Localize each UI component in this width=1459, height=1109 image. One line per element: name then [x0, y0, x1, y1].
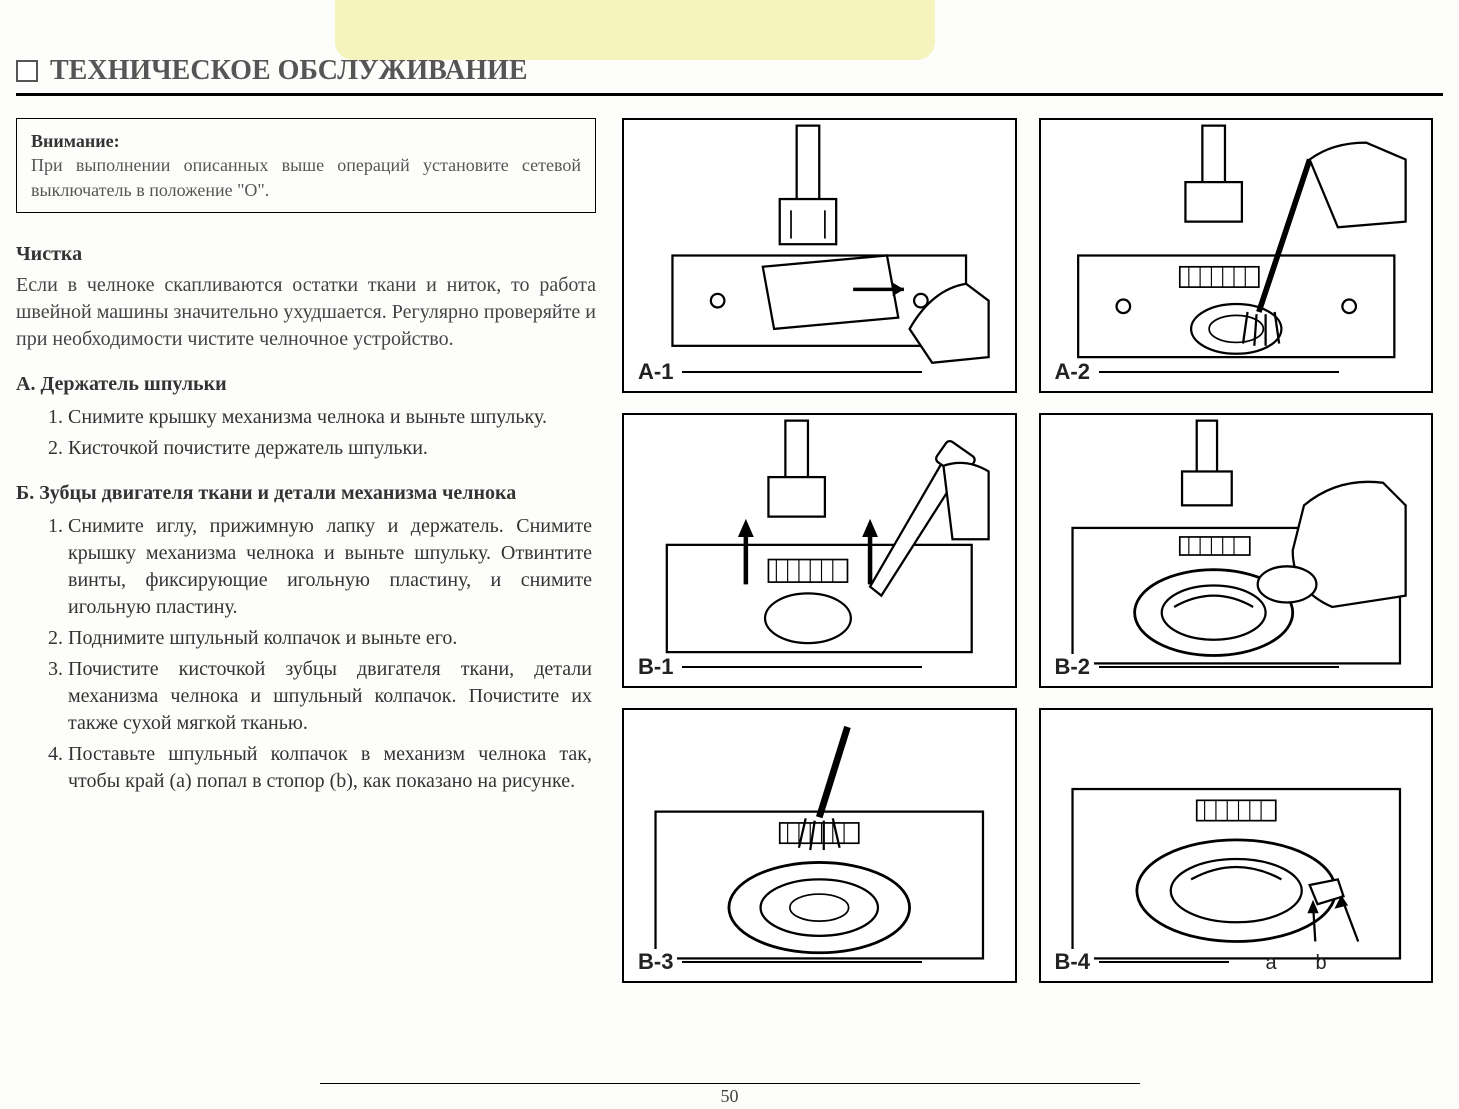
title-row: ТЕХНИЧЕСКОЕ ОБСЛУЖИВАНИЕ: [16, 55, 1443, 96]
section-a-steps: Снимите крышку механизма челнока и выньт…: [16, 404, 596, 462]
figure-label: A-1: [634, 359, 677, 385]
callout-a: a: [1266, 952, 1277, 975]
list-item: Снимите крышку механизма челнока и выньт…: [68, 404, 596, 431]
top-highlight-bar: [335, 0, 935, 60]
content-columns: Внимание: При выполнении описанных выше …: [16, 118, 1443, 983]
list-item: Кисточкой почистите держатель шпульки.: [68, 435, 596, 462]
list-item: Снимите иглу, прижимную лапку и держател…: [68, 513, 596, 621]
list-item: Поставьте шпульный колпачок в механизм ч…: [68, 741, 596, 795]
figure-label: B-3: [634, 949, 677, 975]
section-b-heading: Б. Зубцы двигателя ткани и детали механи…: [16, 480, 596, 507]
figure-b1: B-1: [622, 413, 1017, 688]
page-number: 50: [320, 1083, 1140, 1107]
figure-a1: A-1: [622, 118, 1017, 393]
section-a-heading: А. Держатель шпульки: [16, 371, 596, 398]
notice-heading: Внимание:: [31, 129, 581, 153]
figure-label: A-2: [1051, 359, 1094, 385]
cleaning-body: Если в челноке скапливаются остатки ткан…: [16, 272, 596, 353]
notice-box: Внимание: При выполнении описанных выше …: [16, 118, 596, 213]
list-item: Почистите кисточкой зубцы двигателя ткан…: [68, 656, 596, 737]
figure-a2: A-2: [1039, 118, 1434, 393]
list-item: Поднимите шпульный колпачок и выньте его…: [68, 625, 596, 652]
figure-b2: B-2: [1039, 413, 1434, 688]
figures-grid: A-1: [622, 118, 1443, 983]
figure-label: B-1: [634, 654, 677, 680]
cleaning-heading: Чистка: [16, 241, 596, 268]
notice-body: При выполнении описанных выше операций у…: [31, 153, 581, 202]
figure-b4: B-4 a b: [1039, 708, 1434, 983]
section-b-steps: Снимите иглу, прижимную лапку и держател…: [16, 513, 596, 795]
figure-b3: B-3: [622, 708, 1017, 983]
callout-b: b: [1316, 952, 1327, 975]
figure-label: B-4: [1051, 949, 1094, 975]
text-column: Внимание: При выполнении описанных выше …: [16, 118, 596, 983]
page-title: ТЕХНИЧЕСКОЕ ОБСЛУЖИВАНИЕ: [50, 55, 528, 87]
figure-label: B-2: [1051, 654, 1094, 680]
page-container: ТЕХНИЧЕСКОЕ ОБСЛУЖИВАНИЕ Внимание: При в…: [0, 55, 1459, 983]
title-bullet-square: [16, 60, 38, 82]
